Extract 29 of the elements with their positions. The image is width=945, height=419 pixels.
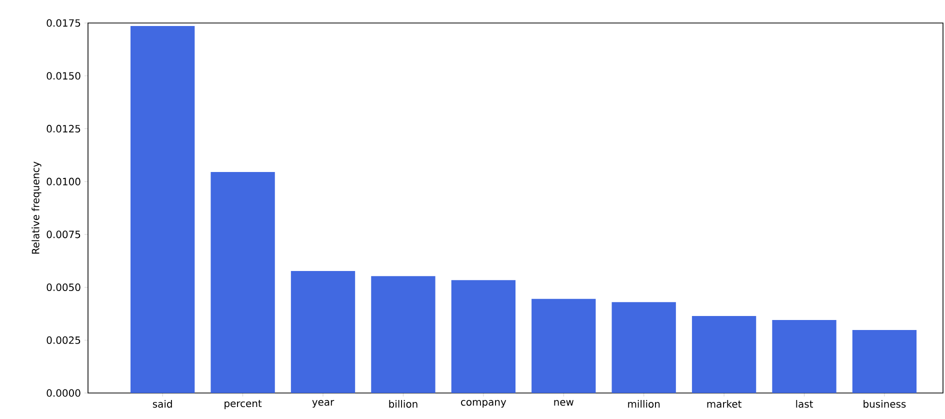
y-tick-label: 0.0000 — [46, 389, 80, 397]
x-tick-label: business — [864, 400, 906, 408]
y-tick-label: 0.0125 — [46, 124, 80, 132]
bar — [290, 271, 356, 393]
bar — [210, 172, 275, 393]
bar — [692, 316, 756, 393]
x-tick-label: market — [707, 400, 742, 408]
bar — [772, 320, 836, 393]
bar — [852, 330, 917, 393]
x-tick-label: year — [312, 400, 334, 408]
y-tick-label: 0.0025 — [46, 336, 80, 344]
x-tick-label: million — [628, 400, 660, 408]
y-axis-title: Relative frequency — [32, 162, 42, 254]
y-tick-label: 0.0075 — [46, 230, 80, 238]
bar — [451, 280, 516, 393]
bar — [130, 26, 195, 393]
y-tick-label: 0.0100 — [46, 178, 80, 186]
bar — [612, 302, 676, 393]
y-tick-label: 0.0175 — [46, 19, 80, 27]
x-tick-label: last — [796, 400, 814, 408]
x-tick-label: said — [152, 400, 172, 408]
x-tick-label: percent — [224, 400, 262, 410]
y-tick-label: 0.0050 — [46, 284, 80, 292]
y-tick-label: 0.0150 — [46, 72, 80, 80]
bar — [532, 298, 596, 393]
bar — [371, 276, 436, 393]
x-tick-label: new — [554, 400, 574, 406]
x-tick-label: billion — [389, 400, 418, 408]
x-tick-label: company — [461, 400, 506, 408]
